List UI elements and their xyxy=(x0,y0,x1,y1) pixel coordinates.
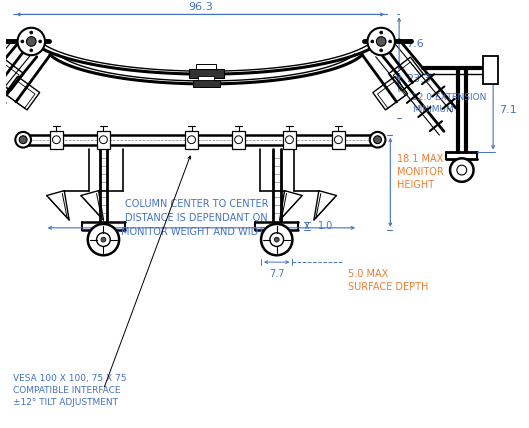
Circle shape xyxy=(99,136,107,144)
Circle shape xyxy=(26,37,36,46)
Circle shape xyxy=(457,165,467,175)
Circle shape xyxy=(101,237,106,242)
Circle shape xyxy=(97,233,110,247)
Circle shape xyxy=(368,28,395,55)
Circle shape xyxy=(17,28,45,55)
Bar xyxy=(185,131,198,149)
Bar xyxy=(232,131,245,149)
Text: COLUMN CENTER TO CENTER
DISTANCE IS DEPENDANT ON
MONITOR WEIGHT AND WIDTH: COLUMN CENTER TO CENTER DISTANCE IS DEPE… xyxy=(121,199,272,237)
Circle shape xyxy=(380,49,382,52)
Circle shape xyxy=(30,31,33,34)
Circle shape xyxy=(275,237,279,242)
Circle shape xyxy=(380,31,382,34)
Circle shape xyxy=(286,136,294,144)
Text: 1.0: 1.0 xyxy=(318,221,333,231)
Text: VESA 100 X 100, 75 X 75
COMPATIBLE INTERFACE
±12° TILT ADJUSTMENT: VESA 100 X 100, 75 X 75 COMPATIBLE INTER… xyxy=(13,374,127,407)
Circle shape xyxy=(377,37,386,46)
Bar xyxy=(484,56,498,84)
Text: 7.6: 7.6 xyxy=(406,39,424,49)
Circle shape xyxy=(88,224,119,255)
Circle shape xyxy=(371,40,374,43)
Circle shape xyxy=(389,40,391,43)
Circle shape xyxy=(450,158,473,182)
Circle shape xyxy=(52,136,60,144)
Circle shape xyxy=(373,136,381,144)
Circle shape xyxy=(30,49,33,52)
Circle shape xyxy=(19,136,27,144)
Text: 5.0 MAX
SURFACE DEPTH: 5.0 MAX SURFACE DEPTH xyxy=(348,269,428,292)
Text: 18.1 MAX
MONITOR
HEIGHT: 18.1 MAX MONITOR HEIGHT xyxy=(397,154,444,190)
Circle shape xyxy=(21,40,24,43)
Circle shape xyxy=(235,136,242,144)
Bar xyxy=(189,69,224,78)
Text: 7.1: 7.1 xyxy=(499,105,517,116)
Bar xyxy=(196,64,216,69)
Text: 12.0 EXTENSION
MINIMUM: 12.0 EXTENSION MINIMUM xyxy=(412,93,486,114)
Circle shape xyxy=(15,132,31,148)
Bar xyxy=(332,131,345,149)
Bar xyxy=(50,131,63,149)
Circle shape xyxy=(270,233,284,247)
Circle shape xyxy=(334,136,342,144)
Bar xyxy=(198,76,214,80)
Circle shape xyxy=(261,224,293,255)
Text: 7.7: 7.7 xyxy=(269,269,285,279)
Bar xyxy=(193,80,220,87)
Circle shape xyxy=(370,132,386,148)
Text: 96.3: 96.3 xyxy=(188,3,213,12)
Circle shape xyxy=(39,40,42,43)
Bar xyxy=(97,131,110,149)
Text: 23.3: 23.3 xyxy=(406,74,431,84)
Circle shape xyxy=(188,136,196,144)
Bar xyxy=(282,131,296,149)
